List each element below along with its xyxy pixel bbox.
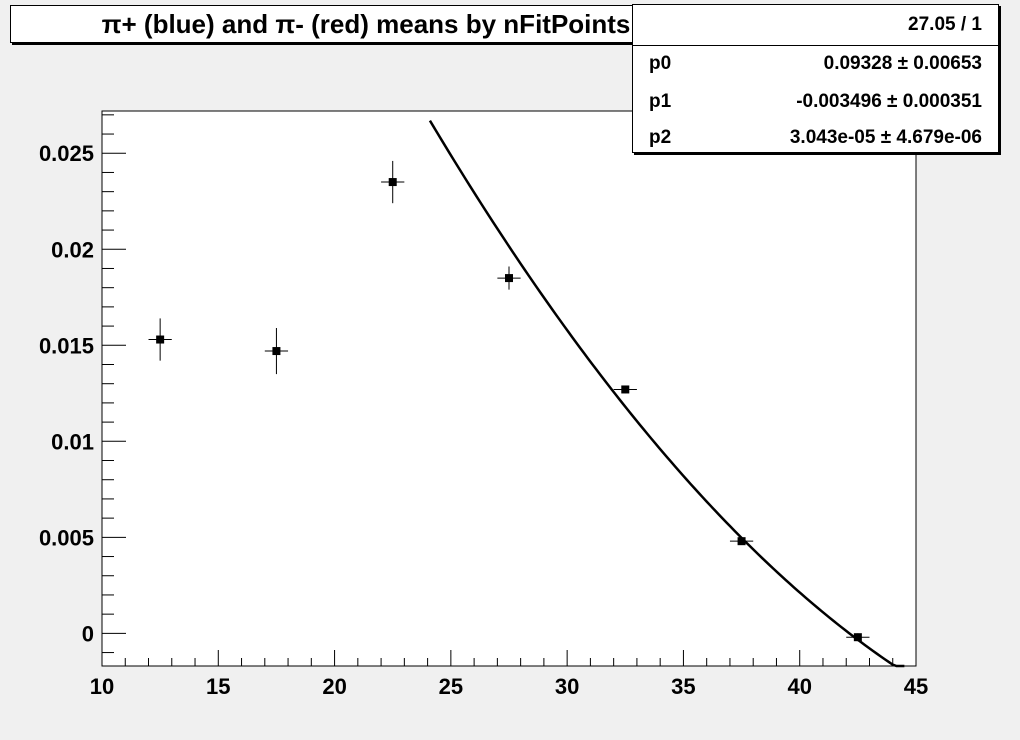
data-point xyxy=(156,335,165,344)
x-tick-label: 45 xyxy=(904,674,928,699)
chart-title-text: π+ (blue) and π- (red) means by nFitPoin… xyxy=(101,8,631,39)
data-point xyxy=(272,347,281,356)
y-tick-label: 0.025 xyxy=(39,141,94,166)
stats-divider xyxy=(633,45,998,46)
stats-p2-row: p2 3.043e-05 ± 4.679e-06 xyxy=(633,123,998,153)
x-tick-label: 25 xyxy=(439,674,463,699)
x-tick-label: 10 xyxy=(90,674,114,699)
stats-p1-value: -0.003496 ± 0.000351 xyxy=(796,91,982,112)
stats-p0-value: 0.09328 ± 0.00653 xyxy=(823,53,982,74)
y-tick-label: 0 xyxy=(82,621,94,646)
stats-chi2-row: 27.05 / 1 xyxy=(633,10,998,40)
stats-p1-row: p1 -0.003496 ± 0.000351 xyxy=(633,87,998,117)
plot-frame xyxy=(101,110,917,667)
data-point xyxy=(505,274,513,283)
x-tick-label: 20 xyxy=(322,674,346,699)
x-tick-label: 15 xyxy=(206,674,230,699)
stats-p0-row: p0 0.09328 ± 0.00653 xyxy=(633,49,998,79)
data-point xyxy=(737,537,746,546)
y-tick-label: 0.005 xyxy=(39,525,94,550)
y-tick-label: 0.015 xyxy=(39,333,94,358)
y-tick-label: 0.02 xyxy=(51,237,94,262)
stats-p0-name: p0 xyxy=(649,53,672,74)
fit-curve xyxy=(428,119,905,668)
x-tick-label: 40 xyxy=(787,674,811,699)
x-tick-label: 30 xyxy=(555,674,579,699)
stats-p2-value: 3.043e-05 ± 4.679e-06 xyxy=(789,127,982,148)
y-tick-label: 0.01 xyxy=(51,429,94,454)
data-point xyxy=(853,633,862,642)
stats-p1-name: p1 xyxy=(649,91,672,112)
stats-chi2-value: 27.05 / 1 xyxy=(908,14,982,35)
data-point xyxy=(621,385,630,394)
x-tick-label: 35 xyxy=(671,674,695,699)
stats-p2-name: p2 xyxy=(649,127,672,148)
chart-title: π+ (blue) and π- (red) means by nFitPoin… xyxy=(10,5,722,43)
fit-stats-box: 27.05 / 1 p0 0.09328 ± 0.00653 p1 -0.003… xyxy=(632,4,999,153)
data-point xyxy=(388,178,397,187)
